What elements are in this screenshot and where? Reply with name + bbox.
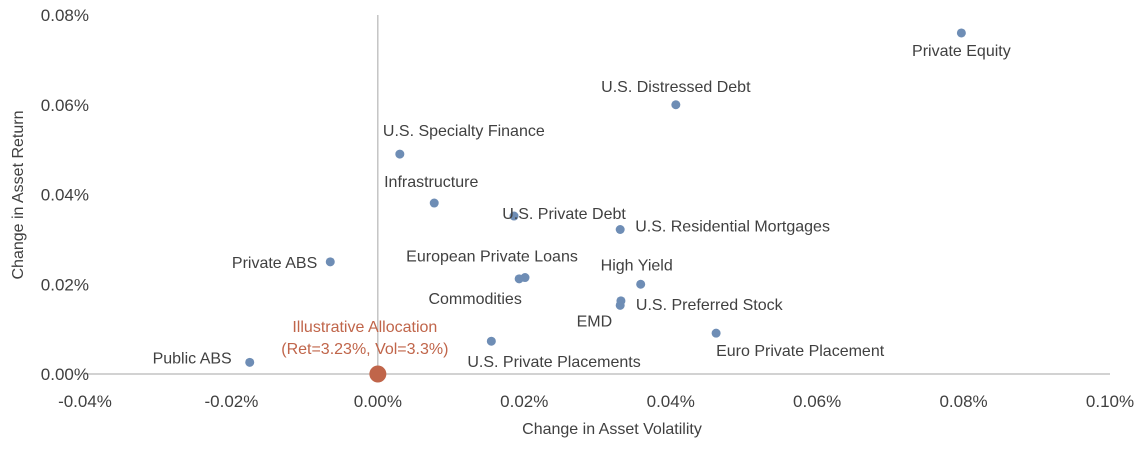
y-tick-label: 0.00%	[41, 365, 89, 384]
point-label: U.S. Private Debt	[502, 206, 626, 223]
data-point	[636, 279, 646, 289]
y-tick-label: 0.02%	[41, 275, 89, 294]
highlight-label: Illustrative Allocation	[292, 319, 437, 336]
data-point	[245, 357, 255, 367]
highlight-detail-label: (Ret=3.23%, Vol=3.3%)	[281, 341, 448, 358]
point-label: U.S. Private Placements	[467, 354, 640, 371]
x-axis-title: Change in Asset Volatility	[522, 421, 702, 438]
data-point	[711, 328, 721, 338]
highlight-group: Illustrative Allocation (Ret=3.23%, Vol=…	[281, 319, 448, 383]
point-label: Commodities	[428, 291, 521, 308]
data-point	[615, 225, 625, 235]
data-points: Private Equity U.S. Distressed Debt U.S. S…	[153, 28, 1011, 371]
point-label: U.S. Specialty Finance	[383, 123, 545, 140]
x-tick-label: 0.00%	[354, 392, 402, 411]
data-point	[514, 274, 524, 284]
y-axis-title: Change in Asset Return	[10, 111, 27, 280]
point-label: EMD	[577, 313, 613, 330]
point-label: Private ABS	[232, 255, 317, 272]
x-tick-labels: -0.04% -0.02% 0.00% 0.02% 0.04% 0.06% 0.08% 0.1…	[58, 392, 1134, 411]
point-label: Public ABS	[153, 350, 232, 367]
data-point	[395, 149, 405, 159]
data-point	[429, 198, 439, 208]
y-tick-labels: 0.00% 0.02% 0.04% 0.06% 0.08%	[41, 6, 89, 384]
x-tick-label: 0.06%	[793, 392, 841, 411]
point-label: European Private Loans	[406, 249, 578, 266]
point-label: High Yield	[601, 257, 673, 274]
x-tick-label: 0.04%	[647, 392, 695, 411]
x-tick-label: 0.02%	[500, 392, 548, 411]
point-label: Infrastructure	[384, 174, 478, 191]
data-point	[956, 28, 966, 38]
highlight-point	[369, 365, 387, 383]
point-label: Euro Private Placement	[716, 343, 885, 360]
y-tick-label: 0.04%	[41, 186, 89, 205]
x-tick-label: -0.02%	[204, 392, 258, 411]
data-point	[509, 211, 519, 221]
point-label: U.S. Preferred Stock	[636, 297, 784, 314]
data-point	[325, 257, 335, 267]
x-tick-label: 0.10%	[1086, 392, 1134, 411]
point-label: Private Equity	[912, 43, 1011, 60]
data-point	[615, 300, 625, 310]
data-point	[671, 100, 681, 110]
y-tick-label: 0.08%	[41, 6, 89, 25]
y-tick-label: 0.06%	[41, 96, 89, 115]
axes	[85, 15, 1110, 375]
point-label: U.S. Distressed Debt	[601, 79, 751, 96]
x-tick-label: 0.08%	[939, 392, 987, 411]
point-label: U.S. Residential Mortgages	[635, 219, 830, 236]
x-tick-label: -0.04%	[58, 392, 112, 411]
data-point	[486, 336, 496, 346]
